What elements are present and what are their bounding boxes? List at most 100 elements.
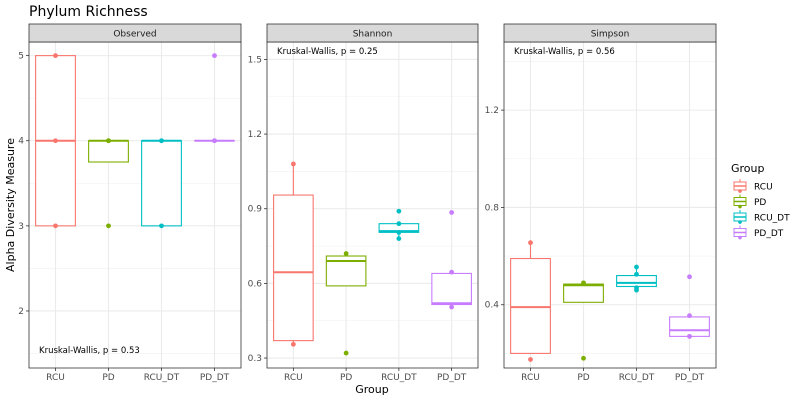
x-tick-label: PD <box>577 373 589 383</box>
legend-label: RCU <box>754 183 773 193</box>
data-point <box>634 285 639 291</box>
data-point <box>687 274 692 280</box>
strip-background <box>503 23 717 43</box>
data-point <box>581 355 586 361</box>
box-rcu <box>510 240 551 362</box>
data-point <box>106 138 111 144</box>
box-body <box>616 275 657 288</box>
y-tick-label: 1.2 <box>485 106 499 116</box>
box-rcu_dt <box>141 138 182 229</box>
strip-background <box>28 23 242 43</box>
x-tick-label: RCU_DT <box>381 373 417 383</box>
kruskal-wallis-annotation: Kruskal-Wallis, p = 0.25 <box>277 47 378 57</box>
y-tick-label: 0.9 <box>248 205 263 215</box>
data-point <box>53 223 58 229</box>
data-point <box>53 138 58 144</box>
data-point <box>290 161 296 167</box>
legend: Group RCU PD RCU_DT PD_DT <box>731 162 790 240</box>
data-point <box>449 210 455 215</box>
x-tick-label: RCU <box>46 373 65 383</box>
data-point <box>634 264 639 270</box>
x-tick-label: RCU_DT <box>144 373 180 383</box>
box-rcu_dt <box>616 264 657 293</box>
box-body <box>273 194 314 342</box>
x-tick-label: PD_DT <box>437 373 467 383</box>
strip-label: Observed <box>113 30 156 40</box>
legend-item-pd: PD <box>733 194 766 209</box>
data-point <box>449 304 455 310</box>
legend-label: PD_DT <box>754 229 784 239</box>
data-point <box>53 53 58 59</box>
strip-label: Simpson <box>591 30 630 40</box>
box-rcu_dt <box>378 208 420 241</box>
box-rcu <box>35 53 76 229</box>
legend-label: RCU_DT <box>754 214 790 224</box>
data-point <box>343 251 349 256</box>
box-pd_dt <box>669 274 710 339</box>
data-point <box>396 208 402 214</box>
legend-key-point <box>738 189 742 193</box>
x-tick-label: PD <box>340 373 352 383</box>
panel-shannon: Shannon 0.3 0.6 0.9 1.2 1.5 RCU PD RCU_DT PD_DT Kr… <box>248 23 479 383</box>
box-body <box>88 140 129 163</box>
chart-title: Phylum Richness <box>29 4 148 20</box>
data-point <box>396 221 402 227</box>
box-pd <box>88 138 129 229</box>
data-point <box>687 333 692 339</box>
x-tick-label: RCU <box>521 373 540 383</box>
x-tick-label: RCU_DT <box>619 373 655 383</box>
data-point <box>343 350 349 356</box>
kruskal-wallis-annotation: Kruskal-Wallis, p = 0.53 <box>39 346 140 356</box>
data-point <box>581 280 586 286</box>
facet-panels: Observed 2 3 4 5 RCU PD RCU_DT PD_DT Kruskal-Wall… <box>18 23 717 383</box>
data-point <box>159 223 164 229</box>
y-tick-label: 1.5 <box>248 55 262 65</box>
data-point <box>159 138 164 144</box>
x-tick-label: PD_DT <box>675 373 705 383</box>
box-pd <box>563 280 604 361</box>
y-tick-label: 3 <box>18 222 24 232</box>
legend-item-rcu_dt: RCU_DT <box>733 210 790 224</box>
legend-label: PD <box>754 198 766 208</box>
box-rcu <box>273 161 314 347</box>
legend-key-point <box>738 220 742 224</box>
box-pd_dt <box>194 53 235 144</box>
y-tick-label: 5 <box>18 52 24 62</box>
strip-label: Shannon <box>353 30 393 40</box>
box-pd <box>325 251 367 356</box>
data-point <box>634 271 639 277</box>
box-body <box>563 283 604 303</box>
data-point <box>528 357 533 362</box>
y-tick-label: 0.3 <box>248 354 262 364</box>
y-tick-label: 1.2 <box>248 130 262 140</box>
panel-simpson: Simpson 0.4 0.8 1.2 RCU PD RCU_DT PD_DT Kruskal-… <box>485 23 717 383</box>
data-point <box>106 223 111 229</box>
data-point <box>212 138 217 144</box>
x-tick-label: PD_DT <box>200 373 230 383</box>
x-tick-label: PD <box>102 373 114 383</box>
data-point <box>528 240 533 246</box>
y-axis-title: Alpha Diversity Measure <box>4 138 17 272</box>
data-point <box>449 269 455 275</box>
legend-item-pd_dt: PD_DT <box>733 225 784 240</box>
y-tick-label: 2 <box>18 307 24 317</box>
data-point <box>212 53 217 59</box>
legend-key-point <box>738 204 742 209</box>
box-pd_dt <box>431 210 472 310</box>
y-tick-label: 4 <box>18 137 24 147</box>
legend-key-point <box>738 235 742 240</box>
strip-background <box>266 23 479 43</box>
data-point <box>396 229 402 235</box>
kruskal-wallis-annotation: Kruskal-Wallis, p = 0.56 <box>514 47 615 57</box>
panel-observed: Observed 2 3 4 5 RCU PD RCU_DT PD_DT Kruskal-Wall… <box>18 23 242 383</box>
data-point <box>396 236 402 241</box>
box-body <box>141 140 182 227</box>
x-axis-title: Group <box>355 383 389 396</box>
data-point <box>290 341 296 347</box>
box-body <box>669 316 710 337</box>
box-body <box>431 272 472 306</box>
data-point <box>687 313 692 319</box>
legend-title: Group <box>731 162 765 175</box>
legend-item-rcu: RCU <box>733 179 773 193</box>
